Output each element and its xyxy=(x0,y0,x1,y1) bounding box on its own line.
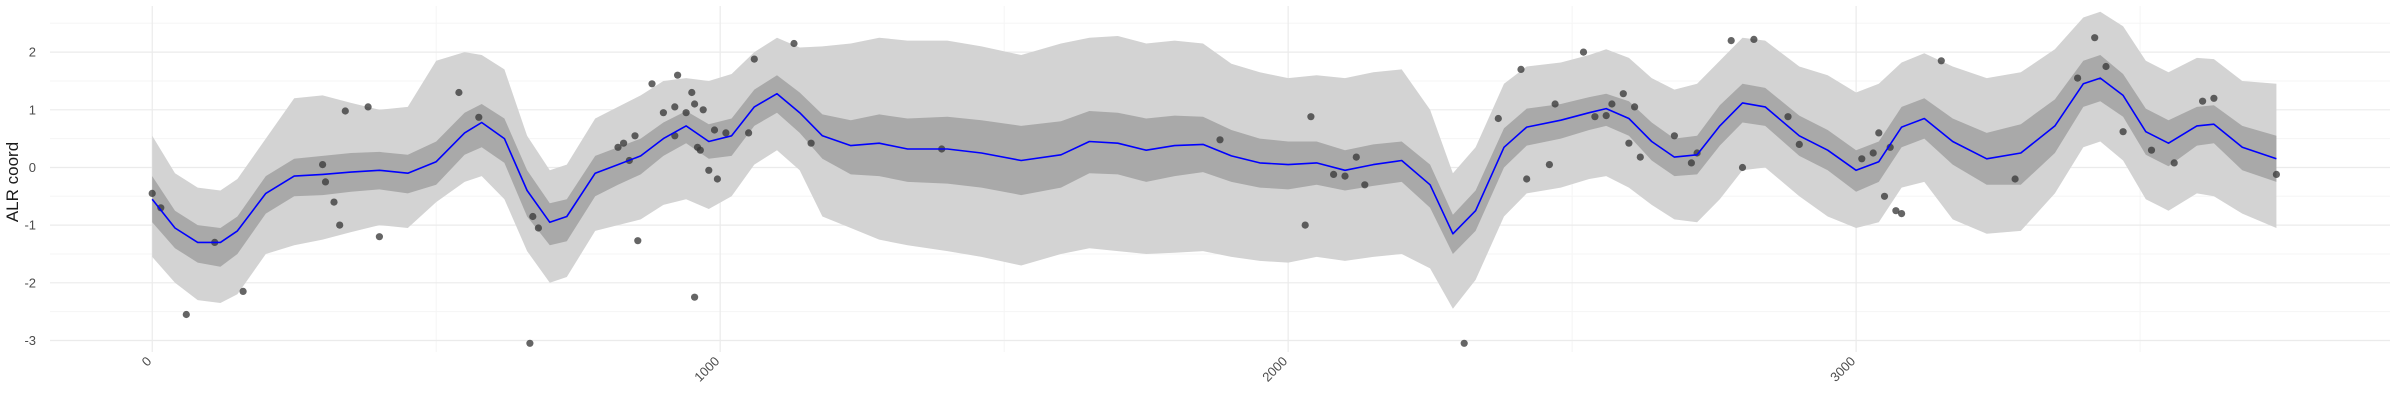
data-point xyxy=(688,88,696,97)
data-point xyxy=(2091,34,2099,42)
data-point xyxy=(1579,48,1588,56)
data-point xyxy=(659,109,668,117)
data-point xyxy=(2272,170,2280,178)
data-point xyxy=(1608,100,1616,108)
observed-points xyxy=(148,34,2280,347)
data-point xyxy=(1352,153,1360,161)
data-point xyxy=(1545,161,1553,169)
data-point xyxy=(696,146,704,154)
data-point xyxy=(1880,192,1889,200)
data-point xyxy=(2210,94,2218,102)
data-point xyxy=(1523,175,1531,183)
data-point xyxy=(2170,159,2178,167)
data-point xyxy=(1858,155,1866,163)
data-point xyxy=(713,175,722,183)
data-point xyxy=(157,204,165,212)
data-point xyxy=(1631,103,1639,111)
data-point xyxy=(1625,139,1633,147)
data-point xyxy=(620,139,628,147)
data-point xyxy=(807,139,815,147)
y-tick-label: 0 xyxy=(29,160,36,175)
data-point xyxy=(691,293,699,301)
data-point xyxy=(1795,140,1803,148)
data-point xyxy=(1591,113,1599,121)
data-point xyxy=(631,132,639,140)
data-point xyxy=(475,113,483,121)
data-point xyxy=(2199,97,2207,105)
data-point xyxy=(648,80,656,88)
y-tick-label: 1 xyxy=(29,102,36,117)
data-point xyxy=(1460,339,1468,347)
data-point xyxy=(1330,170,1338,178)
data-point xyxy=(750,55,758,63)
data-point xyxy=(375,233,383,241)
data-point xyxy=(529,212,537,221)
data-point xyxy=(1869,149,1877,157)
data-point xyxy=(674,71,682,79)
data-point xyxy=(1898,210,1906,218)
data-point xyxy=(1784,113,1792,121)
data-point xyxy=(526,339,534,347)
data-point xyxy=(710,126,719,134)
data-point xyxy=(1670,132,1678,140)
data-point xyxy=(1494,114,1502,123)
data-point xyxy=(455,88,463,97)
data-point xyxy=(1619,90,1627,98)
y-axis-ticks: -3 -2 -1 0 1 2 xyxy=(24,45,36,348)
data-point xyxy=(319,161,327,169)
data-point xyxy=(705,166,713,174)
y-tick-label: -3 xyxy=(24,333,36,348)
data-point xyxy=(1517,65,1525,73)
data-point xyxy=(634,237,642,245)
data-point xyxy=(1875,129,1883,137)
data-point xyxy=(699,106,707,114)
data-point xyxy=(336,221,344,229)
data-point xyxy=(1727,37,1735,45)
data-point xyxy=(182,310,190,319)
data-point xyxy=(1301,221,1309,229)
credible-bands xyxy=(152,11,2277,309)
data-point xyxy=(2102,62,2110,71)
data-point xyxy=(2147,146,2156,154)
y-axis-title: ALR coord xyxy=(3,142,22,222)
data-point xyxy=(1892,207,1900,215)
data-point xyxy=(722,129,730,137)
data-point xyxy=(2011,175,2019,183)
data-point xyxy=(745,129,753,137)
data-point xyxy=(330,198,338,206)
data-point xyxy=(1687,159,1695,167)
data-point xyxy=(1886,143,1894,151)
data-point xyxy=(1602,112,1610,120)
posterior-mean-line xyxy=(151,77,2277,244)
data-point xyxy=(534,224,543,232)
inner-credible-band xyxy=(152,55,2277,267)
data-point xyxy=(691,100,699,108)
data-point xyxy=(1738,163,1747,172)
data-point xyxy=(2119,128,2127,136)
data-point xyxy=(790,39,798,48)
data-point xyxy=(1307,113,1315,121)
data-point xyxy=(1551,100,1559,108)
data-point xyxy=(1361,181,1369,189)
data-point xyxy=(1636,153,1644,161)
data-point xyxy=(1750,35,1758,44)
data-point xyxy=(321,178,330,186)
data-point xyxy=(614,143,622,151)
data-point xyxy=(239,287,247,295)
y-tick-label: -2 xyxy=(24,275,36,290)
data-point xyxy=(1341,172,1349,180)
data-point xyxy=(1216,136,1224,144)
data-point xyxy=(671,103,679,111)
data-point xyxy=(364,103,372,111)
data-point xyxy=(148,189,156,197)
y-tick-label: -1 xyxy=(24,218,36,233)
y-tick-label: 2 xyxy=(29,45,36,60)
data-point xyxy=(682,109,690,117)
data-point xyxy=(341,107,349,115)
data-point xyxy=(1937,57,1945,65)
data-point xyxy=(2074,74,2082,82)
